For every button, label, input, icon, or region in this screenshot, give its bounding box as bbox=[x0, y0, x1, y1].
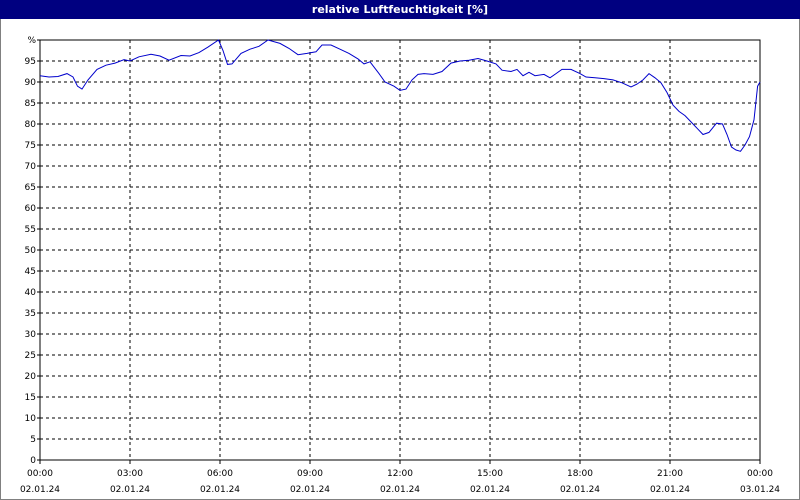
chart-title: relative Luftfeuchtigkeit [%] bbox=[311, 3, 489, 16]
x-tick-time-label: 15:00 bbox=[477, 469, 503, 479]
grid-lines bbox=[40, 40, 760, 460]
x-tick-date-label: 02.01.24 bbox=[470, 485, 510, 495]
x-tick-time-label: 09:00 bbox=[297, 469, 323, 479]
y-tick-label: 70 bbox=[25, 162, 37, 172]
x-tick-time-label: 06:00 bbox=[207, 469, 233, 479]
y-tick-label: 95 bbox=[25, 57, 36, 67]
y-tick-label: 15 bbox=[25, 393, 36, 403]
y-tick-label: 30 bbox=[25, 330, 37, 340]
y-axis-ticks: 0 5 10 15 20 25 30 35 40 45 50 55 60 65 70 75 80 85 90 95% bbox=[25, 36, 40, 466]
y-tick-label: % bbox=[27, 36, 36, 46]
x-tick-time-label: 21:00 bbox=[657, 469, 683, 479]
y-tick-label: 65 bbox=[25, 183, 36, 193]
y-tick-label: 40 bbox=[25, 288, 37, 298]
y-tick-label: 10 bbox=[25, 414, 37, 424]
x-tick-date-label: 02.01.24 bbox=[110, 485, 150, 495]
y-tick-label: 90 bbox=[25, 78, 37, 88]
series-line-humidity bbox=[39, 39, 761, 152]
x-axis-ticks: 00:00 02.01.24 03:00 02.01.24 06:00 02.01.24 0… bbox=[20, 460, 780, 495]
y-tick-label: 80 bbox=[25, 120, 37, 130]
y-tick-label: 35 bbox=[25, 309, 36, 319]
x-tick-date-label: 02.01.24 bbox=[20, 485, 60, 495]
y-tick-label: 0 bbox=[30, 456, 36, 466]
x-tick-date-label: 03.01.24 bbox=[740, 485, 780, 495]
y-tick-label: 25 bbox=[25, 351, 36, 361]
x-tick-date-label: 02.01.24 bbox=[290, 485, 330, 495]
y-tick-label: 60 bbox=[25, 204, 37, 214]
x-tick-time-label: 00:00 bbox=[747, 469, 773, 479]
x-tick-date-label: 02.01.24 bbox=[200, 485, 240, 495]
y-tick-label: 50 bbox=[25, 246, 37, 256]
y-tick-label: 5 bbox=[30, 435, 36, 445]
x-tick-date-label: 02.01.24 bbox=[650, 485, 690, 495]
y-tick-label: 55 bbox=[25, 225, 36, 235]
x-tick-time-label: 00:00 bbox=[27, 469, 53, 479]
x-tick-time-label: 12:00 bbox=[387, 469, 413, 479]
title-bar bbox=[0, 0, 800, 19]
y-tick-label: 85 bbox=[25, 99, 36, 109]
x-tick-date-label: 02.01.24 bbox=[380, 485, 420, 495]
x-tick-date-label: 02.01.24 bbox=[560, 485, 600, 495]
y-tick-label: 20 bbox=[25, 372, 37, 382]
x-tick-time-label: 03:00 bbox=[117, 469, 143, 479]
y-tick-label: 75 bbox=[25, 141, 36, 151]
x-tick-time-label: 18:00 bbox=[567, 469, 593, 479]
y-tick-label: 45 bbox=[25, 267, 36, 277]
